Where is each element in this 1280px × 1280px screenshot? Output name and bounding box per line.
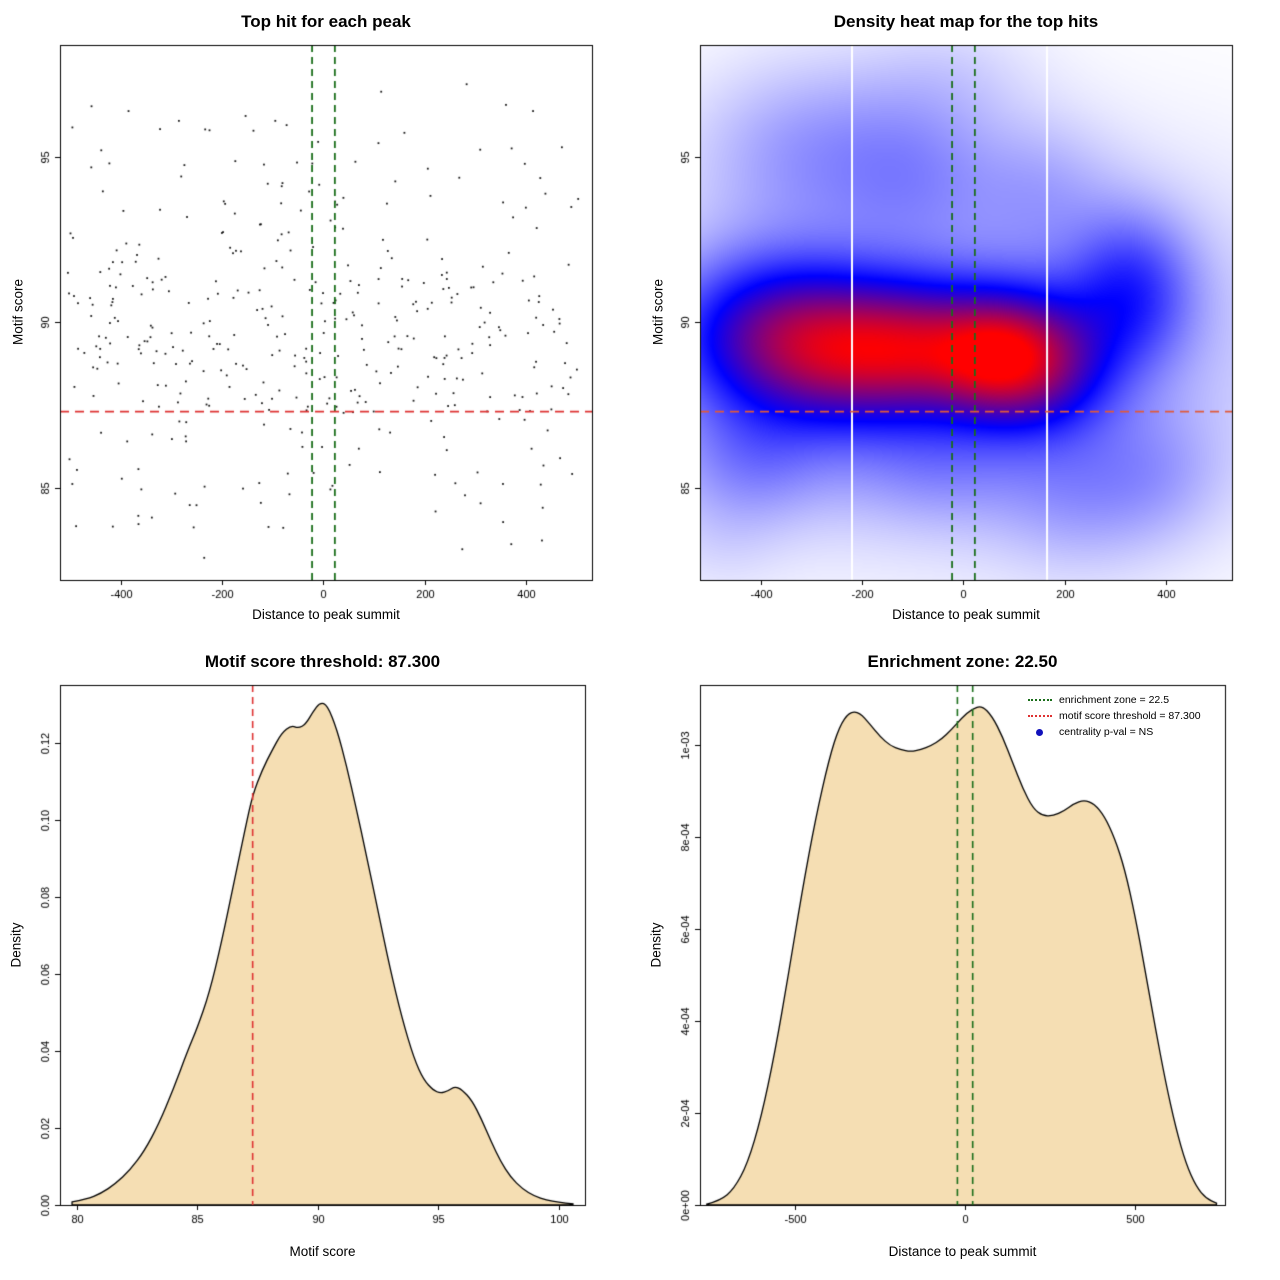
heatmap-ylabel: Motif score — [650, 278, 666, 346]
heatmap-title: Density heat map for the top hits — [833, 12, 1099, 31]
plot-legend: enrichment zone = 22.5 motif score thres… — [1028, 692, 1201, 740]
legend-label: enrichment zone = 22.5 — [1059, 694, 1170, 706]
legend-item-score-threshold: motif score threshold = 87.300 — [1028, 708, 1201, 724]
score-density-xlabel: Motif score — [289, 1244, 356, 1259]
panel-distance-density: Enrichment zone: 22.50 Distance to peak … — [640, 640, 1280, 1280]
distance-density-title: Enrichment zone: 22.50 — [867, 652, 1058, 671]
scatter-xlabel: Distance to peak summit — [252, 607, 400, 622]
panel-top-hits-scatter: Top hit for each peak Distance to peak s… — [0, 0, 640, 640]
score-density-title: Motif score threshold: 87.300 — [204, 652, 441, 671]
score-density-ylabel: Density — [8, 922, 24, 968]
score-density-canvas — [0, 640, 640, 1280]
distance-density-ylabel: Density — [648, 922, 664, 968]
legend-label: centrality p-val = NS — [1059, 726, 1154, 738]
panel-motif-score-density: Motif score threshold: 87.300 Motif scor… — [0, 640, 640, 1280]
blue-dot-icon — [1036, 728, 1043, 736]
distance-density-canvas — [640, 640, 1280, 1280]
heatmap-canvas — [640, 0, 1280, 640]
legend-label: motif score threshold = 87.300 — [1059, 710, 1201, 722]
heatmap-xlabel: Distance to peak summit — [892, 607, 1040, 622]
green-dotted-line-icon — [1028, 699, 1052, 701]
distance-density-xlabel: Distance to peak summit — [888, 1244, 1037, 1259]
scatter-plot-canvas — [0, 0, 640, 640]
scatter-ylabel: Motif score — [10, 278, 26, 346]
legend-item-enrichment-zone: enrichment zone = 22.5 — [1028, 692, 1201, 708]
red-dotted-line-icon — [1028, 715, 1052, 717]
panel-density-heatmap: Density heat map for the top hits Distan… — [640, 0, 1280, 640]
legend-item-centrality-pval: centrality p-val = NS — [1028, 724, 1201, 740]
scatter-title: Top hit for each peak — [241, 12, 411, 31]
